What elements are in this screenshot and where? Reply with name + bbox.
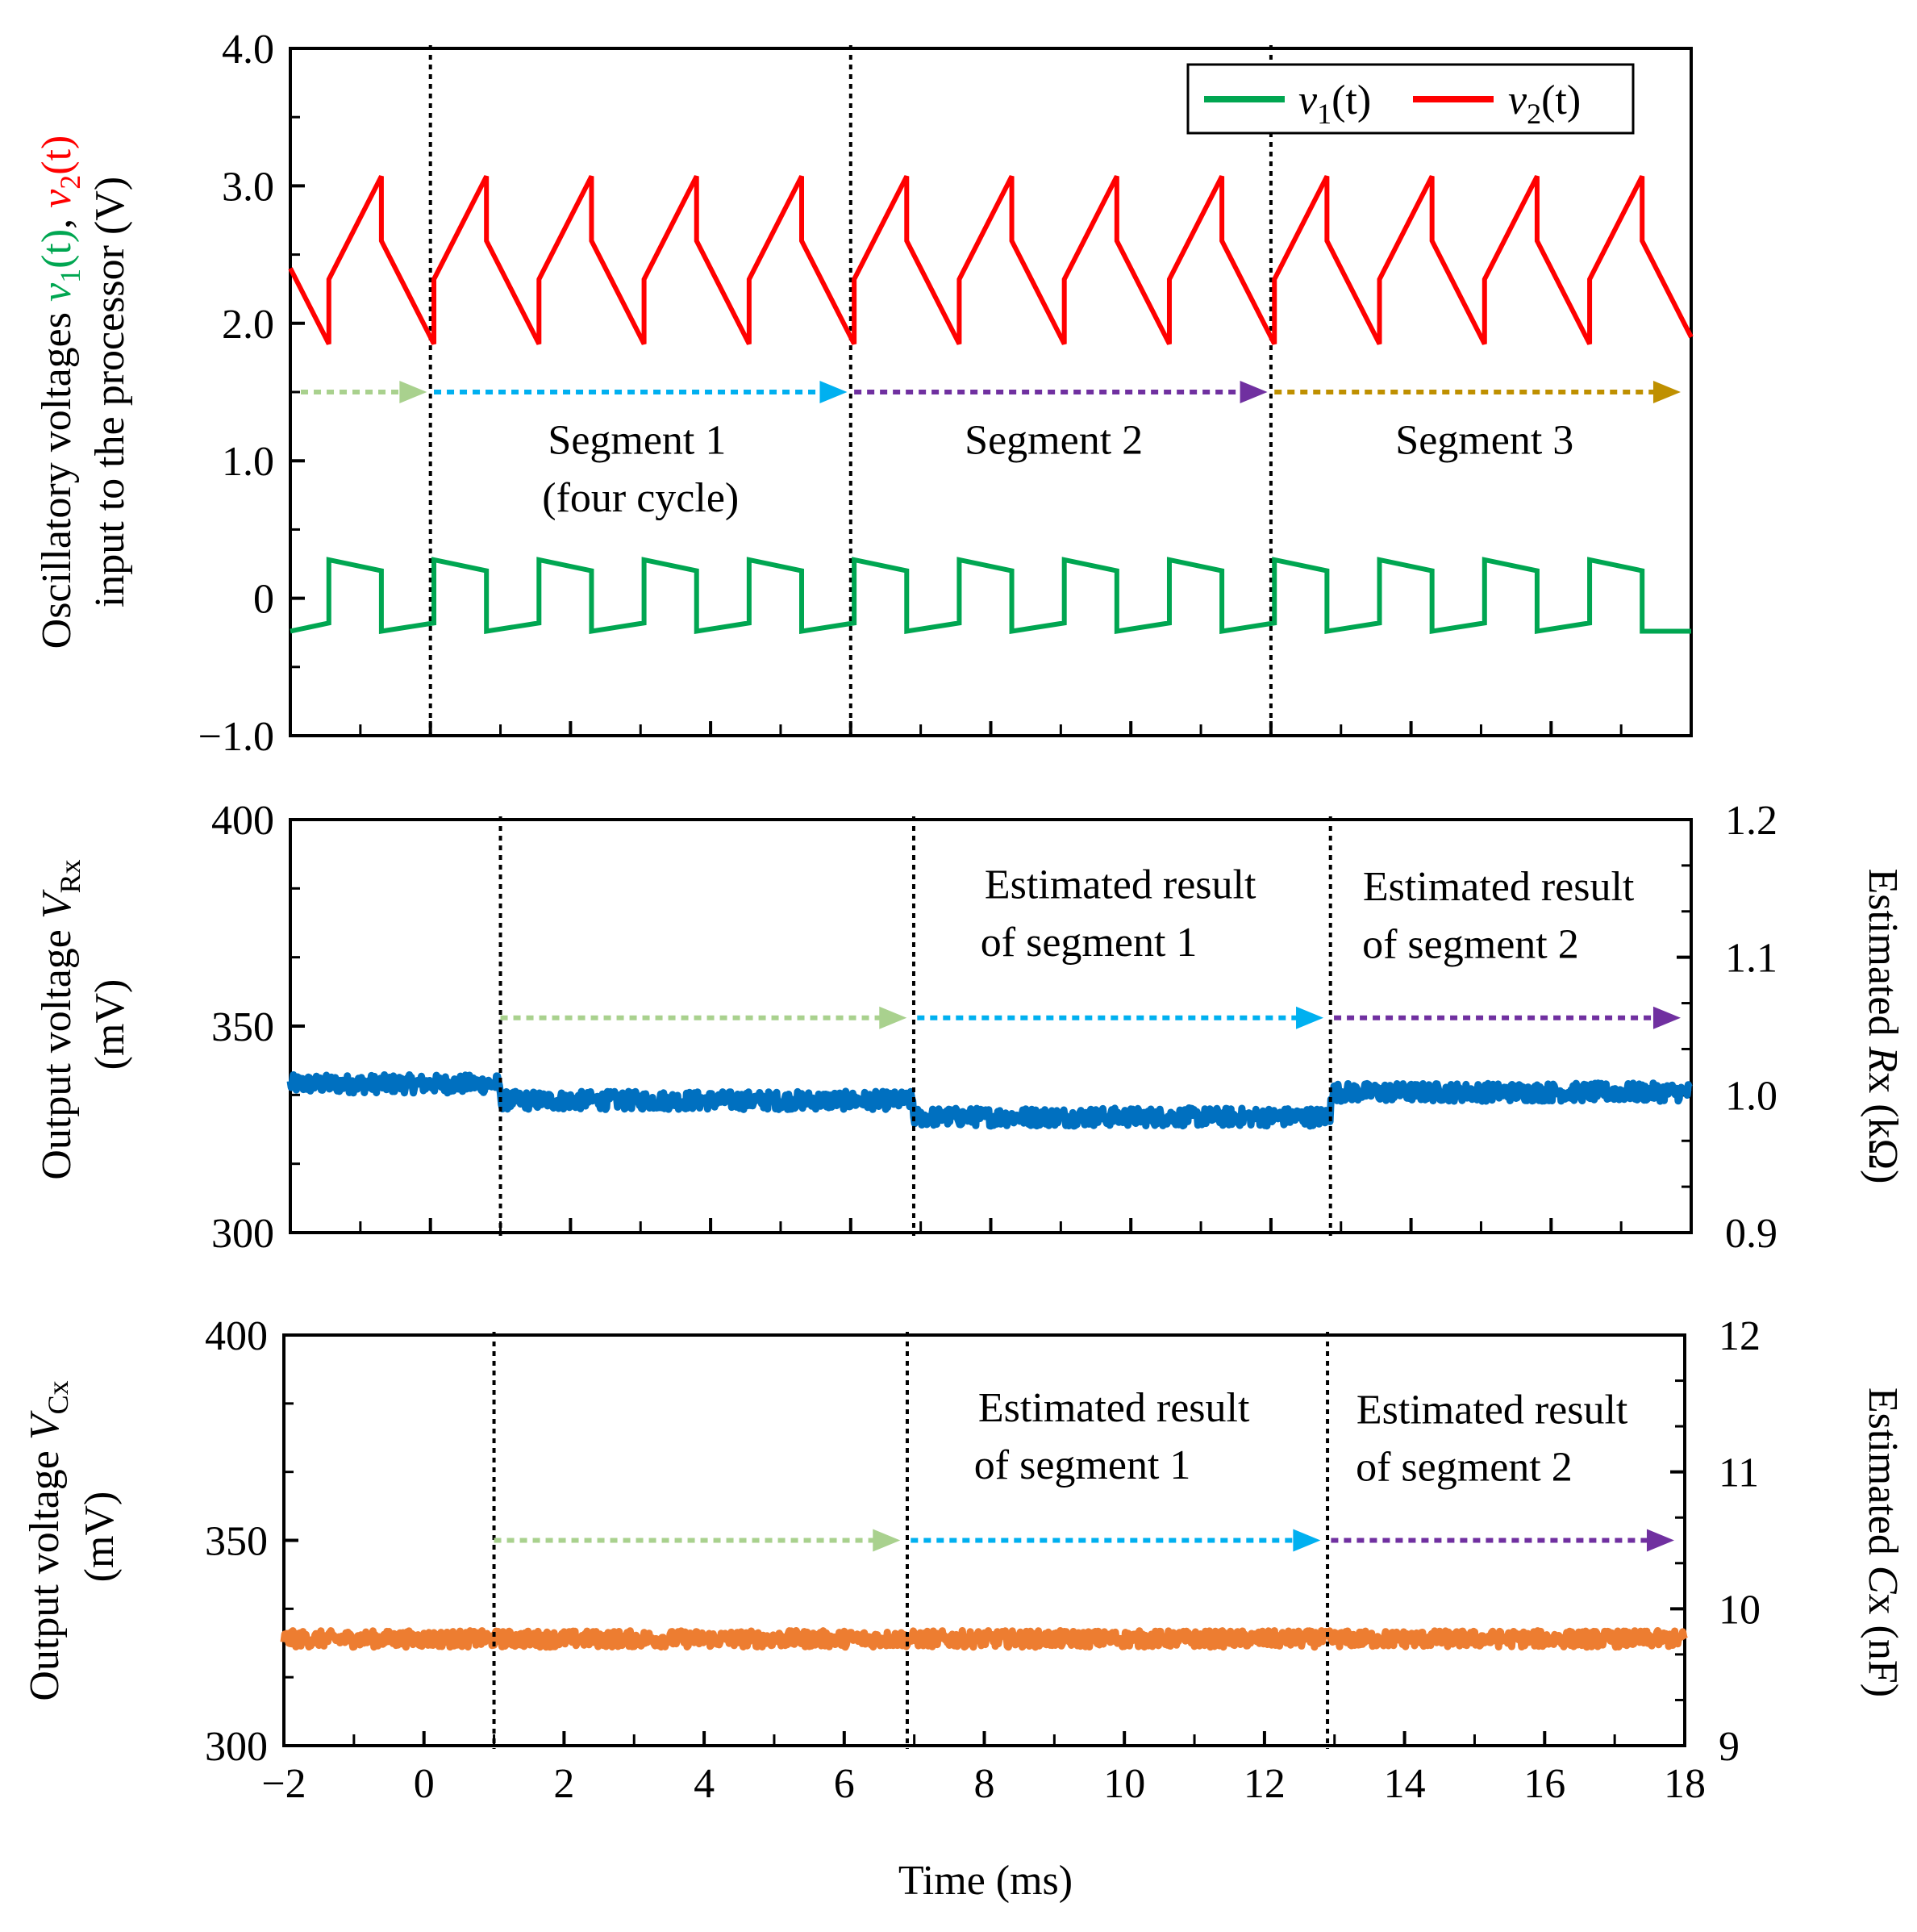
y2-axis-ticks: 12 11 10 9 [1670,1313,1761,1770]
y-axis-ticks: 400 350 300 [211,798,305,1257]
result-labels: Estimated result of segment 1 Estimated re… [974,1385,1628,1491]
segment-arrow-head [1240,381,1268,403]
y-axis-label-line2: input to the processor (V) [87,177,133,607]
segment-arrow-head [1293,1529,1321,1552]
annotation-label: of segment 2 [1356,1445,1573,1491]
annotation-label: of segment 2 [1362,922,1579,968]
legend: v1(t) v2(t) [1186,63,1635,135]
y-axis-ticks: 400 350 300 [205,1313,298,1770]
y-axis-label-line1: Oscillatory voltages v1(t), v2(t) [34,136,86,649]
y-tick-label: 9 [1719,1724,1740,1770]
y-tick-label: 400 [205,1313,268,1359]
annotation-label: Estimated result [1356,1387,1628,1433]
y2-axis-ticks: 1.2 1.1 1.0 0.9 [1677,798,1777,1257]
segment-arrow-head [1296,1006,1324,1029]
legend-v1-label: v1(t) [1298,77,1371,130]
x-tick-label: 10 [1103,1761,1145,1807]
segment-dividers [492,1332,1330,1749]
y-tick-label: 300 [211,1211,274,1257]
y2-axis-label: Estimated Cx (nF) [1860,1387,1906,1697]
y-tick-label: −1.0 [198,714,274,760]
x-tick-label: 8 [974,1761,995,1807]
segment-arrow-head [1652,1006,1681,1029]
segment-arrow-head [819,381,848,403]
y-tick-label: 350 [205,1519,268,1565]
y-axis-label-line2: (mV) [87,979,133,1070]
y-tick-label: 12 [1719,1313,1761,1359]
x-axis-ticks: −2 0 2 4 6 8 10 12 14 16 18 [261,1731,1706,1807]
output-voltage-trace [286,1071,1694,1130]
annotation-label: Segment 2 [965,418,1143,464]
y-tick-label: 400 [211,798,274,844]
y-tick-label: 4.0 [222,27,274,73]
annotation-label: Segment 1 [548,418,726,464]
waveforms [288,175,1694,635]
v2-waveform [288,175,1694,345]
segment-arrows [494,1529,1674,1552]
segment-arrows [301,381,1681,403]
segment-arrow-head [879,1006,907,1029]
segment-arrows [500,1006,1681,1029]
segment-dividers [498,816,1332,1236]
y-axis-label-line1: Output voltage VRx [34,859,86,1179]
output-voltage-trace [280,1627,1688,1651]
segment-labels: Segment 1 (four cycle) Segment 2 Segment 3 [542,418,1573,522]
y-tick-label: 3.0 [222,164,274,210]
y-axis-label-line1: Output voltage VCx [22,1380,74,1700]
x-tick-label: 18 [1664,1761,1706,1807]
y-tick-label: 1.2 [1725,798,1777,844]
output-trace [280,1627,1688,1651]
output-trace [286,1071,1694,1130]
segment-arrow-head [873,1529,901,1552]
annotation-label: (four cycle) [542,475,739,521]
rx-output-panel: 400 350 300 1.2 1.1 1.0 0.9 Estimated result o… [34,798,1906,1257]
x-tick-label: 14 [1384,1761,1426,1807]
y-tick-label: 1.0 [1725,1073,1777,1119]
annotation-label: Estimated result [985,862,1256,908]
y-tick-label: 350 [211,1004,274,1050]
x-tick-label: 0 [414,1761,435,1807]
legend-v2-label: v2(t) [1508,77,1581,130]
x-tick-label: 16 [1523,1761,1565,1807]
segment-arrow-head [1652,381,1681,403]
x-tick-label: 6 [834,1761,855,1807]
y-tick-label: 0 [253,577,274,623]
v1-waveform [290,557,1691,635]
plot-frame [289,818,1693,1234]
y-tick-label: 1.1 [1725,936,1777,982]
x-tick-label: −2 [261,1761,306,1807]
annotation-label: of segment 1 [974,1442,1191,1488]
y-tick-label: 1.0 [222,439,274,485]
y-tick-label: 300 [205,1724,268,1770]
y-tick-label: 2.0 [222,302,274,348]
x-axis-ticks [289,721,1693,736]
x-tick-label: 2 [553,1761,574,1807]
annotation-label: of segment 1 [981,920,1198,966]
y-axis-label-line2: (mV) [77,1492,123,1583]
x-tick-label: 4 [694,1761,715,1807]
y-tick-label: 11 [1719,1450,1759,1496]
y-tick-label: 0.9 [1725,1211,1777,1257]
x-tick-label: 12 [1244,1761,1286,1807]
y-axis-ticks: 4.0 3.0 2.0 1.0 0 −1.0 [198,27,305,760]
oscillatory-voltage-panel: 4.03.02.01.00−1.0 Segment 1(four cycle)S… [34,27,1694,760]
x-axis-ticks [289,1218,1693,1233]
result-labels: Estimated result of segment 1 Estimated re… [981,862,1635,967]
x-axis-label: Time (ms) [898,1858,1073,1904]
cx-output-panel: 400 350 300 12 11 10 9 −2 0 2 4 6 8 10 12 14 16 18 Esti… [22,1313,1906,1904]
annotation-label: Estimated result [978,1385,1250,1431]
segment-arrow-head [399,381,427,403]
y-tick-label: 10 [1719,1587,1761,1633]
y2-axis-label: Estimated Rx (kΩ) [1860,869,1906,1184]
segment-arrow-head [1646,1529,1674,1552]
annotation-label: Estimated result [1363,864,1635,910]
annotation-label: Segment 3 [1395,418,1573,464]
